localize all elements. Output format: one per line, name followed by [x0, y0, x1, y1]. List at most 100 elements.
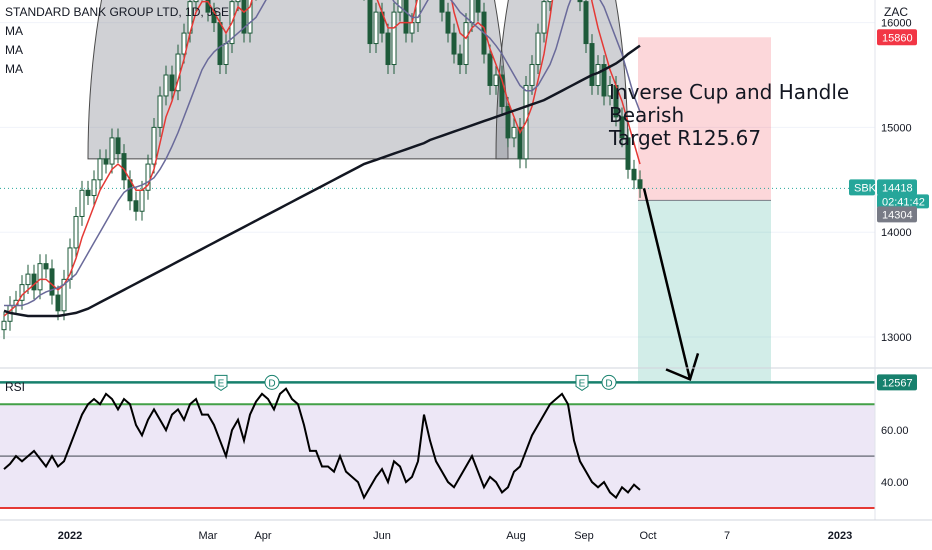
- candle-body: [589, 43, 595, 86]
- candle-body: [469, 0, 475, 24]
- ma-line-1: [3, 0, 641, 317]
- candle-body: [121, 153, 127, 181]
- event-marker-label: E: [218, 378, 225, 389]
- candle-body: [37, 263, 43, 291]
- price-grid: [0, 22, 875, 338]
- arrow-shaft: [642, 188, 692, 380]
- candle-body: [367, 0, 373, 45]
- candle-body: [49, 268, 55, 296]
- time-tick-label: Oct: [639, 530, 656, 542]
- candles: [1, 0, 643, 340]
- candle-body: [217, 22, 223, 66]
- candle-body: [139, 189, 145, 212]
- candle-body: [385, 32, 391, 66]
- countdown-tag: 02:41:42: [877, 194, 929, 209]
- candle-body: [595, 64, 601, 86]
- candle-body: [607, 84, 613, 97]
- candle-body: [193, 0, 199, 3]
- candle-body: [637, 179, 643, 189]
- candle-body: [529, 64, 535, 86]
- candle-body: [445, 11, 451, 34]
- candle-body: [241, 0, 247, 34]
- time-tick-label: 7: [724, 530, 730, 542]
- candle-body: [85, 189, 91, 197]
- candle-body: [439, 0, 445, 13]
- candle-body: [517, 126, 523, 160]
- stop-price-tag-bg: [877, 29, 917, 46]
- candle-body: [457, 53, 463, 66]
- arrow-head: [665, 353, 700, 382]
- ma-line-2: [4, 0, 641, 307]
- dividend-marker: D: [264, 374, 280, 390]
- entry-price-tag-bg: [877, 206, 917, 223]
- symbol-tag-bg: [849, 179, 875, 196]
- ma-line-3: [3, 44, 641, 318]
- candle-body: [97, 158, 103, 181]
- last-price-tag-bg: [877, 179, 917, 196]
- candle-body: [235, 0, 241, 3]
- last-price-tag: 14418: [877, 179, 917, 196]
- ma-indicator-3[interactable]: MA: [5, 62, 23, 76]
- symbol-tag: SBK: [849, 179, 877, 196]
- earnings-marker: E: [575, 374, 589, 391]
- cup-shape: [87, 0, 509, 160]
- rsi-line: [3, 387, 641, 500]
- candle-body: [163, 74, 169, 97]
- ma-indicator-1[interactable]: MA: [5, 24, 23, 38]
- candle-body: [463, 22, 469, 66]
- ma-indicator-2[interactable]: MA: [5, 43, 23, 57]
- projection-arrow: [642, 188, 700, 382]
- target-price-tag-bg: [877, 374, 917, 391]
- candle-body: [133, 200, 139, 212]
- symbol-tag-text: SBK: [854, 182, 877, 194]
- countdown-tag-bg: [877, 194, 929, 209]
- candle-body: [625, 137, 631, 170]
- moving-averages: [3, 0, 641, 318]
- dividend-badge: [264, 374, 280, 390]
- earnings-badge: [575, 374, 589, 391]
- candle-body: [511, 126, 517, 139]
- candle-body: [103, 158, 109, 165]
- countdown-tag-text: 02:41:42: [882, 196, 925, 208]
- event-marker-label: D: [605, 378, 612, 389]
- candle-body: [505, 105, 511, 139]
- price-tick-label: 16000: [881, 18, 912, 30]
- time-axis[interactable]: 2022 Mar Apr Jun Aug Sep Oct 7 2023: [0, 519, 932, 542]
- candle-body: [391, 11, 397, 66]
- candle-body: [1, 320, 7, 331]
- candle-body: [415, 0, 421, 24]
- target-price-tag: 12567: [877, 374, 917, 391]
- cup-handle-pattern: [87, 0, 629, 160]
- candle-body: [499, 74, 505, 107]
- trade-zones: [0, 37, 875, 383]
- annotation-text: Inverse Cup and Handle Bearish Target R1…: [608, 80, 849, 150]
- entry-price-tag: 14304: [877, 206, 917, 223]
- candle-body: [487, 53, 493, 86]
- last-price-tag-text: 14418: [882, 182, 913, 194]
- time-tick-label: Jun: [373, 530, 391, 542]
- time-tick-label: 2023: [828, 530, 852, 542]
- event-marker-label: D: [268, 378, 275, 389]
- candle-body: [619, 116, 625, 139]
- candle-body: [157, 95, 163, 128]
- rsi-label[interactable]: RSI: [5, 380, 26, 394]
- price-tick-label: 15000: [881, 122, 912, 134]
- price-tick-label: 14000: [881, 227, 912, 239]
- candle-body: [493, 74, 499, 86]
- rsi-tick-label: 40.00: [881, 477, 909, 489]
- earnings-marker: E: [214, 374, 228, 391]
- candle-body: [61, 278, 67, 312]
- time-tick-label: Apr: [254, 530, 271, 542]
- candle-body: [109, 137, 115, 165]
- entry-price-tag-text: 14304: [882, 209, 913, 221]
- chart-title: STANDARD BANK GROUP LTD, 1D, JSE: [5, 5, 230, 19]
- candle-body: [91, 179, 97, 197]
- annotation-line-3: Target R125.67: [608, 126, 761, 150]
- candle-body: [409, 22, 415, 34]
- candle-body: [55, 294, 61, 312]
- handle-shape: [495, 0, 629, 160]
- time-tick-label: Aug: [506, 530, 526, 542]
